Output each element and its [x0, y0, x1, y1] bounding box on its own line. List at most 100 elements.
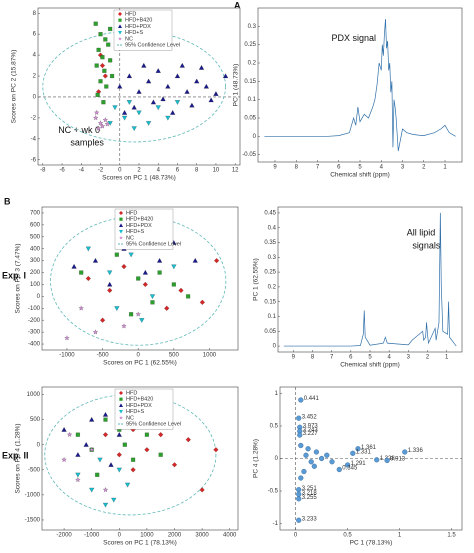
x-tick-label: 6	[176, 168, 180, 174]
y-tick-label: -1	[273, 521, 279, 527]
legend-label: 95% Confidence Level	[126, 241, 181, 247]
point	[107, 281, 113, 287]
point-label: 0.441	[304, 396, 320, 402]
legend-marker	[118, 31, 122, 35]
y-tick-label: 0	[253, 134, 257, 140]
x-tick-label: 4000	[223, 533, 237, 539]
point	[384, 457, 390, 464]
y-tick-label: -200	[28, 318, 41, 324]
legend-marker	[118, 24, 122, 28]
legend-label: NC	[126, 235, 134, 241]
spectrum-line	[283, 212, 457, 347]
point	[130, 467, 136, 473]
x-tick-label: 8	[295, 165, 299, 171]
legend-marker	[119, 223, 123, 227]
point	[104, 84, 109, 89]
point	[64, 335, 70, 341]
point-label: 3.973	[303, 423, 319, 429]
legend-label: HFD+S	[126, 409, 145, 415]
point	[98, 32, 103, 37]
point	[121, 323, 127, 329]
legend-box	[113, 9, 173, 51]
point	[149, 294, 156, 299]
legend-label: HFD	[126, 210, 137, 216]
x-axis-label: Chemical shift (ppm)	[340, 362, 400, 369]
point	[213, 447, 219, 453]
legend-marker	[119, 391, 123, 395]
point	[305, 446, 311, 452]
point	[114, 252, 119, 257]
y-tick-label: -100	[28, 306, 41, 312]
point-label: 3.255	[302, 495, 318, 501]
legend-label: 95% Confidence Level	[126, 421, 181, 427]
chart-panel: -2000 -1000 0 1000 2000 3000 4000 -1500 -1000 -50…	[15, 386, 239, 547]
point	[171, 282, 176, 287]
point-label: 3.251	[302, 486, 318, 492]
y-tick-label: 300	[30, 258, 41, 264]
y-tick-label: -300	[28, 330, 41, 336]
panel-label: A	[234, 0, 241, 10]
x-tick-label: 1	[443, 165, 447, 171]
x-tick-label: -1000	[84, 533, 100, 539]
legend-box	[114, 208, 174, 250]
point	[98, 79, 103, 84]
point	[146, 121, 152, 126]
point	[92, 258, 99, 263]
point	[131, 104, 137, 110]
point	[107, 270, 113, 276]
legend-label: 95% Confidence Level	[125, 42, 180, 48]
y-tick-label: 500	[30, 234, 41, 240]
x-tick-label: -6	[59, 168, 65, 174]
point	[114, 306, 120, 311]
y-tick-label: 0.25	[264, 270, 276, 276]
point	[199, 299, 205, 305]
x-tick-label: 3000	[195, 533, 209, 539]
x-tick-label: 0.5	[343, 533, 352, 539]
legend-marker	[119, 410, 123, 414]
y-tick-label: 4	[33, 53, 37, 59]
y-tick-label: 0.5	[270, 424, 279, 430]
point	[189, 102, 195, 108]
point	[107, 287, 113, 293]
point	[135, 311, 141, 317]
chart-panel: 9 8 7 6 5 4 3 2 1 -0.05 0 0.05 0.1 0.15 0.2 0.25 0.3 Chem…	[233, 7, 463, 179]
point	[303, 452, 309, 458]
x-tick-label: 1	[398, 533, 402, 539]
point	[99, 63, 105, 69]
point-label: 1.291	[351, 461, 367, 467]
legend-marker	[119, 211, 123, 215]
legend-marker	[118, 12, 122, 16]
x-tick-label: 2000	[168, 533, 182, 539]
y-tick-label: 0.4	[268, 225, 277, 231]
point	[97, 457, 103, 463]
point	[192, 258, 198, 263]
point-label: 3.227	[303, 431, 319, 437]
y-axis-label: PC 1 (48.73%)	[233, 64, 240, 107]
row-label: Exp. I	[2, 270, 26, 280]
point	[160, 96, 166, 102]
annotation: signals	[412, 241, 441, 251]
y-tick-label: 400	[30, 246, 41, 252]
y-tick-label: 0	[37, 442, 41, 448]
point	[141, 62, 147, 68]
point	[329, 459, 335, 465]
point	[126, 100, 132, 105]
point	[164, 305, 170, 311]
point	[116, 452, 122, 458]
y-tick-label: -6	[31, 157, 37, 163]
point	[324, 452, 330, 458]
point	[186, 294, 191, 299]
x-tick-label: 5	[358, 165, 362, 171]
legend-marker	[119, 415, 123, 420]
point	[171, 462, 178, 468]
point	[223, 73, 229, 79]
point-label: 3.218	[302, 490, 318, 496]
point	[122, 115, 128, 121]
point	[97, 120, 104, 126]
point	[111, 497, 117, 503]
x-tick-label: 0	[118, 533, 122, 539]
y-tick-label: 0.45	[264, 210, 276, 216]
point-label: 3.452	[302, 414, 318, 420]
point-label: 0.913	[390, 457, 406, 463]
